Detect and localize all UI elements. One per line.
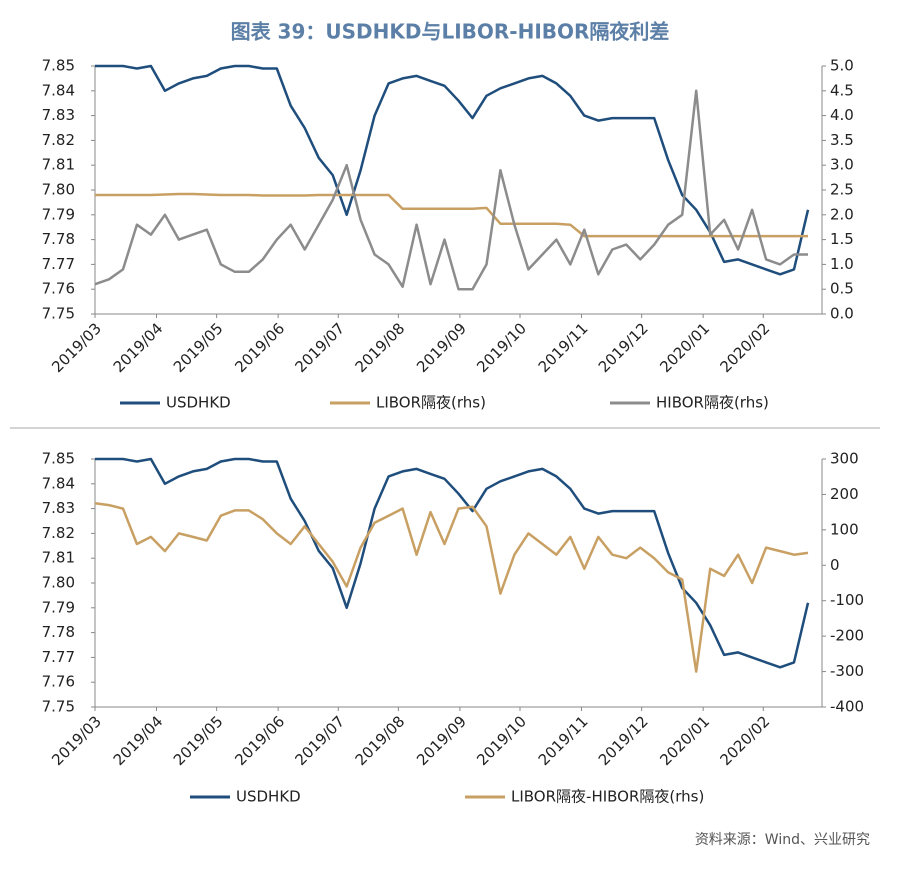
x-tick-label: 2019/10 (473, 712, 530, 769)
y2-tick-label: 3.0 (830, 156, 854, 174)
y2-tick-label: 100 (830, 520, 859, 538)
y-tick-label: 7.85 (42, 450, 75, 468)
y2-tick-label: 5.0 (830, 57, 854, 75)
x-tick-label: 2019/11 (535, 712, 592, 769)
y2-tick-label: 4.5 (830, 81, 854, 99)
x-tick-label: 2019/08 (352, 712, 409, 769)
y-tick-label: 7.80 (42, 574, 75, 592)
y2-tick-label: -100 (830, 591, 864, 609)
y-tick-label: 7.81 (42, 156, 75, 174)
series-line (95, 64, 810, 276)
y2-tick-label: 1.5 (830, 230, 854, 248)
y-tick-label: 7.84 (42, 474, 75, 492)
x-tick-label: 2019/05 (170, 712, 227, 769)
y2-tick-label: 0 (830, 556, 840, 574)
series-line (95, 192, 808, 238)
x-tick-label: 2019/09 (413, 319, 470, 376)
legend-label: LIBOR隔夜-HIBOR隔夜(rhs) (511, 788, 704, 806)
x-tick-label: 2019/03 (48, 319, 105, 376)
x-tick-label: 2019/08 (352, 319, 409, 376)
y-tick-label: 7.75 (42, 305, 75, 323)
y2-tick-label: 3.5 (830, 131, 854, 149)
y-tick-label: 7.85 (42, 57, 75, 75)
y-tick-label: 7.84 (42, 81, 75, 99)
y2-tick-label: 2.5 (830, 181, 854, 199)
y-tick-label: 7.81 (42, 549, 75, 567)
x-tick-label: 2019/06 (231, 712, 288, 769)
x-tick-label: 2019/12 (595, 712, 652, 769)
y2-tick-label: -300 (830, 662, 864, 680)
y-tick-label: 7.79 (42, 598, 75, 616)
y-tick-label: 7.83 (42, 499, 75, 517)
legend-label: USDHKD (166, 394, 231, 412)
y2-tick-label: 0.5 (830, 280, 854, 298)
x-tick-label: 2020/02 (716, 319, 773, 376)
legend-label: USDHKD (236, 788, 301, 806)
y-tick-label: 7.77 (42, 255, 75, 273)
y-tick-label: 7.82 (42, 131, 75, 149)
x-tick-label: 2019/04 (110, 319, 167, 376)
y2-tick-label: 1.0 (830, 255, 854, 273)
x-tick-label: 2019/03 (48, 712, 105, 769)
x-tick-label: 2019/06 (231, 319, 288, 376)
page-title: 图表 39：USDHKD与LIBOR-HIBOR隔夜利差 (231, 20, 670, 44)
series-line (94, 89, 808, 291)
y2-tick-label: 300 (830, 450, 859, 468)
y-tick-label: 7.79 (42, 205, 75, 223)
y-tick-label: 7.76 (42, 280, 75, 298)
y-tick-label: 7.77 (42, 648, 75, 666)
x-tick-label: 2020/01 (656, 712, 713, 769)
y2-tick-label: 0.0 (830, 305, 854, 323)
legend-label: LIBOR隔夜(rhs) (376, 394, 486, 412)
y2-tick-label: -200 (830, 627, 864, 645)
x-tick-label: 2019/09 (413, 712, 470, 769)
x-tick-label: 2019/05 (170, 319, 227, 376)
y-tick-label: 7.80 (42, 181, 75, 199)
y-tick-label: 7.78 (42, 623, 75, 641)
x-tick-label: 2019/10 (473, 319, 530, 376)
legend-label: HIBOR隔夜(rhs) (656, 394, 769, 412)
series-line (95, 457, 810, 669)
y2-tick-label: -400 (830, 698, 864, 716)
y-tick-label: 7.75 (42, 698, 75, 716)
y-tick-label: 7.76 (42, 673, 75, 691)
x-tick-label: 2019/07 (291, 712, 348, 769)
x-tick-label: 2019/11 (535, 319, 592, 376)
y-tick-label: 7.78 (42, 230, 75, 248)
x-tick-label: 2019/04 (110, 712, 167, 769)
y2-tick-label: 200 (830, 485, 859, 503)
x-tick-label: 2019/12 (595, 319, 652, 376)
y2-tick-label: 2.0 (830, 205, 854, 223)
source-note: 资料来源：Wind、兴业研究 (695, 832, 870, 848)
y-tick-label: 7.82 (42, 524, 75, 542)
series-line (94, 502, 809, 673)
y2-tick-label: 4.0 (830, 106, 854, 124)
x-tick-label: 2020/01 (656, 319, 713, 376)
x-tick-label: 2020/02 (716, 712, 773, 769)
x-tick-label: 2019/07 (291, 319, 348, 376)
y-tick-label: 7.83 (42, 106, 75, 124)
